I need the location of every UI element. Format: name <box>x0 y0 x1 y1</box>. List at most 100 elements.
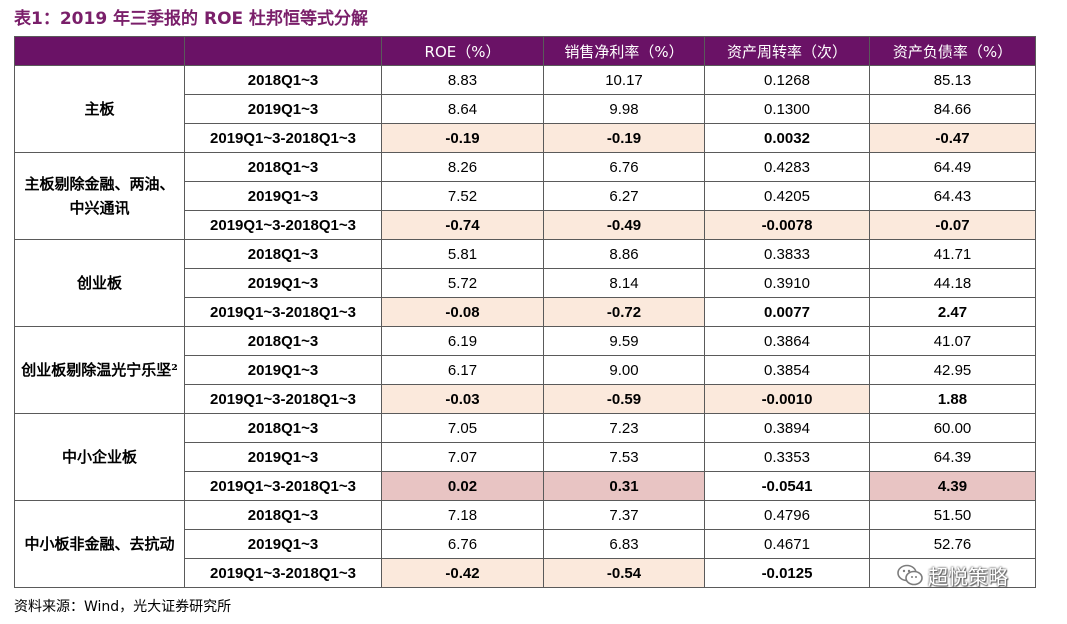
debt-ratio-cell: -0.07 <box>869 210 1036 240</box>
roe-cell: 7.07 <box>381 442 544 472</box>
net-margin-cell: 9.98 <box>543 94 705 124</box>
roe-cell: 7.52 <box>381 181 544 211</box>
asset-turnover-cell: 0.3864 <box>704 326 870 356</box>
asset-turnover-cell: 0.1300 <box>704 94 870 124</box>
group-label: 主板剔除金融、两油、中兴通讯 <box>14 152 185 240</box>
period-cell: 2019Q1~3 <box>184 529 382 559</box>
period-cell: 2019Q1~3-2018Q1~3 <box>184 297 382 327</box>
net-margin-cell: 6.83 <box>543 529 705 559</box>
roe-cell: 7.05 <box>381 413 544 443</box>
roe-cell: 7.18 <box>381 500 544 530</box>
debt-ratio-cell <box>869 558 1036 588</box>
roe-cell: -0.03 <box>381 384 544 414</box>
asset-turnover-cell: 0.3833 <box>704 239 870 269</box>
debt-ratio-cell: 64.43 <box>869 181 1036 211</box>
net-margin-cell: 6.76 <box>543 152 705 182</box>
period-cell: 2018Q1~3 <box>184 326 382 356</box>
net-margin-cell: 7.37 <box>543 500 705 530</box>
debt-ratio-cell: 64.39 <box>869 442 1036 472</box>
roe-cell: -0.08 <box>381 297 544 327</box>
header-cell-debt-ratio: 资产负债率（%） <box>869 36 1036 66</box>
period-cell: 2018Q1~3 <box>184 500 382 530</box>
asset-turnover-cell: -0.0010 <box>704 384 870 414</box>
period-cell: 2018Q1~3 <box>184 152 382 182</box>
asset-turnover-cell: 0.3854 <box>704 355 870 385</box>
net-margin-cell: 8.14 <box>543 268 705 298</box>
debt-ratio-cell: 52.76 <box>869 529 1036 559</box>
table-row-diff: 2019Q1~3-2018Q1~3 -0.74 -0.49 -0.0078 -0.07 <box>15 210 1036 240</box>
net-margin-cell: -0.19 <box>543 123 705 153</box>
net-margin-cell: -0.54 <box>543 558 705 588</box>
debt-ratio-cell: 60.00 <box>869 413 1036 443</box>
roe-cell: 8.26 <box>381 152 544 182</box>
asset-turnover-cell: 0.4205 <box>704 181 870 211</box>
asset-turnover-cell: -0.0078 <box>704 210 870 240</box>
debt-ratio-cell: 44.18 <box>869 268 1036 298</box>
asset-turnover-cell: -0.0541 <box>704 471 870 501</box>
table-row: 2019Q1~3 8.64 9.98 0.1300 84.66 <box>15 94 1036 124</box>
debt-ratio-cell: 64.49 <box>869 152 1036 182</box>
source-note: 资料来源：Wind，光大证券研究所 <box>14 599 232 615</box>
roe-cell: 6.76 <box>381 529 544 559</box>
period-cell: 2019Q1~3 <box>184 94 382 124</box>
net-margin-cell: -0.59 <box>543 384 705 414</box>
debt-ratio-cell: -0.47 <box>869 123 1036 153</box>
group-label: 中小企业板 <box>14 413 185 501</box>
roe-cell: 0.02 <box>381 471 544 501</box>
period-cell: 2019Q1~3-2018Q1~3 <box>184 471 382 501</box>
roe-cell: 5.72 <box>381 268 544 298</box>
group-label: 创业板 <box>14 239 185 327</box>
table-row: 中小板非金融、去抗动 2018Q1~3 7.18 7.37 0.4796 51.50 <box>14 500 1036 588</box>
table-row: 创业板剔除温光宁乐坚² 2018Q1~3 6.19 9.59 0.3864 41.07 <box>14 326 1036 414</box>
debt-ratio-cell: 2.47 <box>869 297 1036 327</box>
table-row: 2019Q1~3 7.07 7.53 0.3353 64.39 <box>15 442 1036 472</box>
group-label: 主板 <box>14 65 185 153</box>
period-cell: 2019Q1~3-2018Q1~3 <box>184 384 382 414</box>
period-cell: 2019Q1~3 <box>184 442 382 472</box>
asset-turnover-cell: -0.0125 <box>704 558 870 588</box>
period-cell: 2019Q1~3-2018Q1~3 <box>184 123 382 153</box>
table-row: 创业板 2018Q1~3 5.81 8.86 0.3833 41.71 <box>14 239 1036 327</box>
asset-turnover-cell: 0.3894 <box>704 413 870 443</box>
header-cell-asset-turnover: 资产周转率（次） <box>704 36 870 66</box>
debt-ratio-cell: 41.71 <box>869 239 1036 269</box>
net-margin-cell: 10.17 <box>543 65 705 95</box>
period-cell: 2018Q1~3 <box>184 239 382 269</box>
roe-cell: 8.64 <box>381 94 544 124</box>
net-margin-cell: 9.59 <box>543 326 705 356</box>
period-cell: 2019Q1~3 <box>184 181 382 211</box>
net-margin-cell: -0.72 <box>543 297 705 327</box>
debt-ratio-cell: 84.66 <box>869 94 1036 124</box>
roe-cell: 8.83 <box>381 65 544 95</box>
table-title: 表1：2019 年三季报的 ROE 杜邦恒等式分解 <box>14 9 369 29</box>
table-row: 主板 2018Q1~3 8.83 10.17 0.1268 85.13 <box>14 65 1036 153</box>
asset-turnover-cell: 0.3353 <box>704 442 870 472</box>
net-margin-cell: 0.31 <box>543 471 705 501</box>
debt-ratio-cell: 4.39 <box>869 471 1036 501</box>
debt-ratio-cell: 51.50 <box>869 500 1036 530</box>
header-cell-group <box>14 36 185 66</box>
period-cell: 2019Q1~3-2018Q1~3 <box>184 558 382 588</box>
group-label: 创业板剔除温光宁乐坚² <box>14 326 185 414</box>
header-row: ROE（%） 销售净利率（%） 资产周转率（次） 资产负债率（%） <box>14 36 1036 66</box>
debt-ratio-cell: 85.13 <box>869 65 1036 95</box>
roe-cell: -0.74 <box>381 210 544 240</box>
table-row-diff: 2019Q1~3-2018Q1~3 0.02 0.31 -0.0541 4.39 <box>15 471 1036 501</box>
watermark: 超悦策略 <box>896 560 1036 590</box>
asset-turnover-cell: 0.0032 <box>704 123 870 153</box>
asset-turnover-cell: 0.1268 <box>704 65 870 95</box>
debt-ratio-cell: 42.95 <box>869 355 1036 385</box>
asset-turnover-cell: 0.0077 <box>704 297 870 327</box>
table-row: 主板剔除金融、两油、中兴通讯 2018Q1~3 8.26 6.76 0.4283 64.4… <box>14 152 1036 240</box>
debt-ratio-cell: 41.07 <box>869 326 1036 356</box>
asset-turnover-cell: 0.4283 <box>704 152 870 182</box>
roe-cell: 5.81 <box>381 239 544 269</box>
period-cell: 2019Q1~3 <box>184 355 382 385</box>
period-cell: 2019Q1~3-2018Q1~3 <box>184 210 382 240</box>
period-cell: 2018Q1~3 <box>184 65 382 95</box>
table-row-diff: 2019Q1~3-2018Q1~3 -0.42 -0.54 -0.0125 <box>15 558 1036 588</box>
roe-cell: -0.42 <box>381 558 544 588</box>
net-margin-cell: -0.49 <box>543 210 705 240</box>
table-row-diff: 2019Q1~3-2018Q1~3 -0.03 -0.59 -0.0010 1.88 <box>15 384 1036 414</box>
roe-cell: -0.19 <box>381 123 544 153</box>
